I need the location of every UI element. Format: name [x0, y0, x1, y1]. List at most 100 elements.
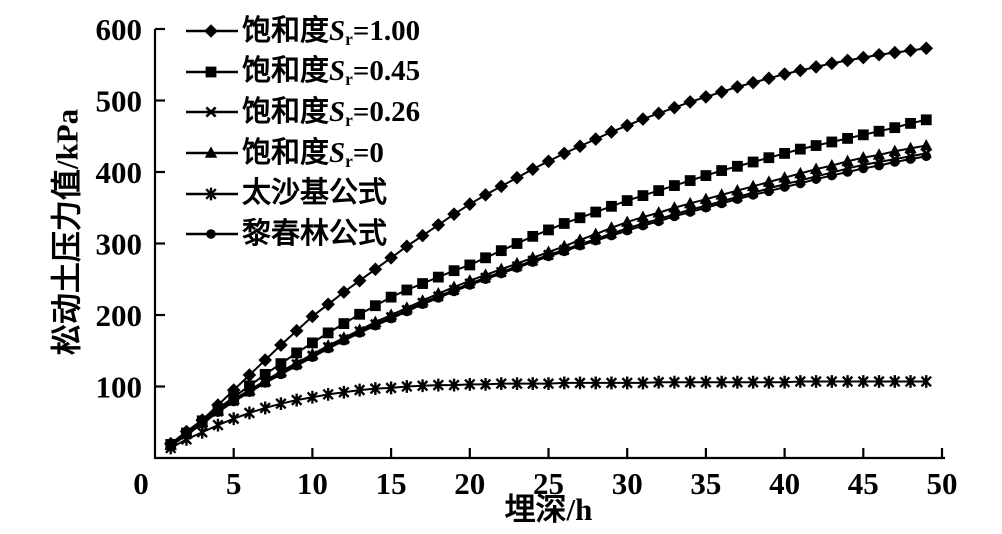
square-marker-icon	[700, 170, 712, 181]
x-axis-label: 埋深/h	[504, 492, 593, 527]
diamond-marker-icon	[636, 112, 650, 126]
triangle-marker-icon	[872, 148, 886, 160]
asterisk-marker-icon	[574, 376, 586, 390]
asterisk-marker-icon	[605, 376, 618, 390]
legend-item-square: 饱和度Sr=0.45	[186, 52, 420, 93]
square-marker-icon	[779, 148, 790, 159]
square-marker-icon	[369, 300, 381, 312]
diamond-marker-icon	[840, 53, 855, 68]
diamond-marker-icon	[195, 413, 210, 427]
square-marker-icon	[275, 358, 287, 370]
legend-label: 饱和度Sr=0	[242, 136, 384, 171]
triangle-marker-icon	[904, 141, 917, 154]
diamond-marker-icon	[321, 297, 335, 312]
square-marker-icon	[228, 391, 240, 403]
x-tick-label: 30	[612, 466, 643, 501]
diamond-marker-icon	[525, 162, 540, 176]
square-marker-icon	[747, 156, 759, 168]
triangle-marker-icon	[274, 364, 288, 377]
asterisk-marker-icon	[715, 375, 728, 389]
square-marker-icon	[307, 337, 318, 349]
legend-item-asterisk: 太沙基公式	[186, 173, 420, 214]
triangle-marker-icon	[495, 262, 508, 275]
diamond-marker-icon	[714, 85, 729, 99]
square-marker-icon	[259, 368, 271, 380]
asterisk-marker-icon	[275, 397, 287, 411]
legend-swatch-triangle	[186, 146, 238, 158]
asterisk-marker-icon	[527, 377, 539, 391]
diamond-marker-icon	[762, 71, 776, 86]
series-line-asterisk	[170, 380, 927, 449]
diamond-marker-icon	[368, 262, 383, 277]
square-marker-icon	[322, 327, 334, 339]
triangle-marker-icon	[762, 175, 776, 187]
y-axis-label: 松动土压力值/kPa	[49, 108, 85, 356]
triangle-marker-icon	[794, 166, 807, 179]
diamond-marker-icon	[825, 56, 839, 71]
square-marker-icon	[448, 265, 460, 277]
asterisk-marker-icon	[212, 418, 224, 432]
diamond-marker-icon	[415, 228, 430, 243]
square-marker-icon	[464, 259, 476, 271]
legend-label: 饱和度Sr=0.26	[242, 95, 421, 130]
diamond-marker-icon	[179, 424, 194, 439]
square-marker-icon	[920, 114, 932, 126]
asterisk-marker-icon	[479, 377, 492, 391]
asterisk-marker-icon	[511, 377, 523, 391]
square-marker-icon	[590, 206, 602, 218]
y-tick-label: 100	[96, 370, 143, 405]
triangle-marker-icon	[746, 179, 760, 192]
legend-item-circle: 黎春林公式	[186, 214, 420, 255]
circle-marker-icon	[206, 229, 216, 240]
triangle-marker-icon	[432, 286, 445, 299]
triangle-marker-icon	[479, 268, 492, 280]
asterisk-marker-icon	[385, 381, 397, 395]
series-asterisk	[165, 375, 932, 455]
triangle-marker-icon	[321, 339, 335, 351]
diamond-marker-icon	[494, 179, 509, 194]
asterisk-marker-icon	[731, 375, 744, 389]
diamond-marker-icon	[163, 436, 178, 451]
diamond-marker-icon	[651, 106, 666, 121]
square-marker-icon	[558, 218, 570, 229]
asterisk-marker-icon	[621, 376, 633, 390]
square-marker-icon	[763, 152, 775, 164]
x-tick-label: 0	[133, 466, 149, 501]
triangle-marker-icon	[652, 206, 665, 218]
square-marker-icon	[354, 308, 366, 320]
diamond-marker-icon	[211, 398, 225, 412]
triangle-marker-icon	[384, 308, 398, 320]
asterisk-marker-icon	[205, 187, 217, 201]
triangle-marker-icon	[715, 188, 728, 200]
asterisk-marker-icon	[495, 377, 507, 391]
diamond-marker-icon	[667, 100, 682, 115]
x-tick-label: 15	[376, 466, 407, 501]
triangle-marker-icon	[731, 183, 744, 196]
square-marker-icon	[794, 143, 806, 155]
asterisk-marker-icon	[841, 375, 854, 388]
asterisk-marker-icon	[904, 375, 917, 388]
legend-label: 太沙基公式	[242, 177, 388, 210]
square-marker-icon	[291, 347, 303, 359]
square-marker-icon	[731, 160, 743, 172]
diamond-marker-icon	[337, 285, 351, 299]
diamond-marker-icon	[541, 154, 556, 169]
triangle-marker-icon	[778, 171, 791, 183]
square-marker-icon	[826, 136, 838, 148]
asterisk-marker-icon	[306, 390, 319, 404]
triangle-marker-icon	[683, 196, 697, 209]
square-marker-icon	[205, 66, 217, 78]
legend-swatch-cross	[186, 106, 238, 119]
square-marker-icon	[873, 125, 885, 137]
square-marker-icon	[511, 238, 523, 249]
square-marker-icon	[543, 224, 554, 236]
asterisk-marker-icon	[637, 376, 649, 390]
diamond-marker-icon	[400, 239, 414, 254]
diamond-marker-icon	[242, 368, 257, 382]
square-marker-icon	[810, 140, 822, 151]
asterisk-marker-icon	[826, 375, 838, 388]
diamond-marker-icon	[730, 80, 745, 94]
square-marker-icon	[401, 284, 413, 296]
diamond-marker-icon	[620, 118, 634, 133]
triangle-marker-icon	[204, 146, 218, 158]
